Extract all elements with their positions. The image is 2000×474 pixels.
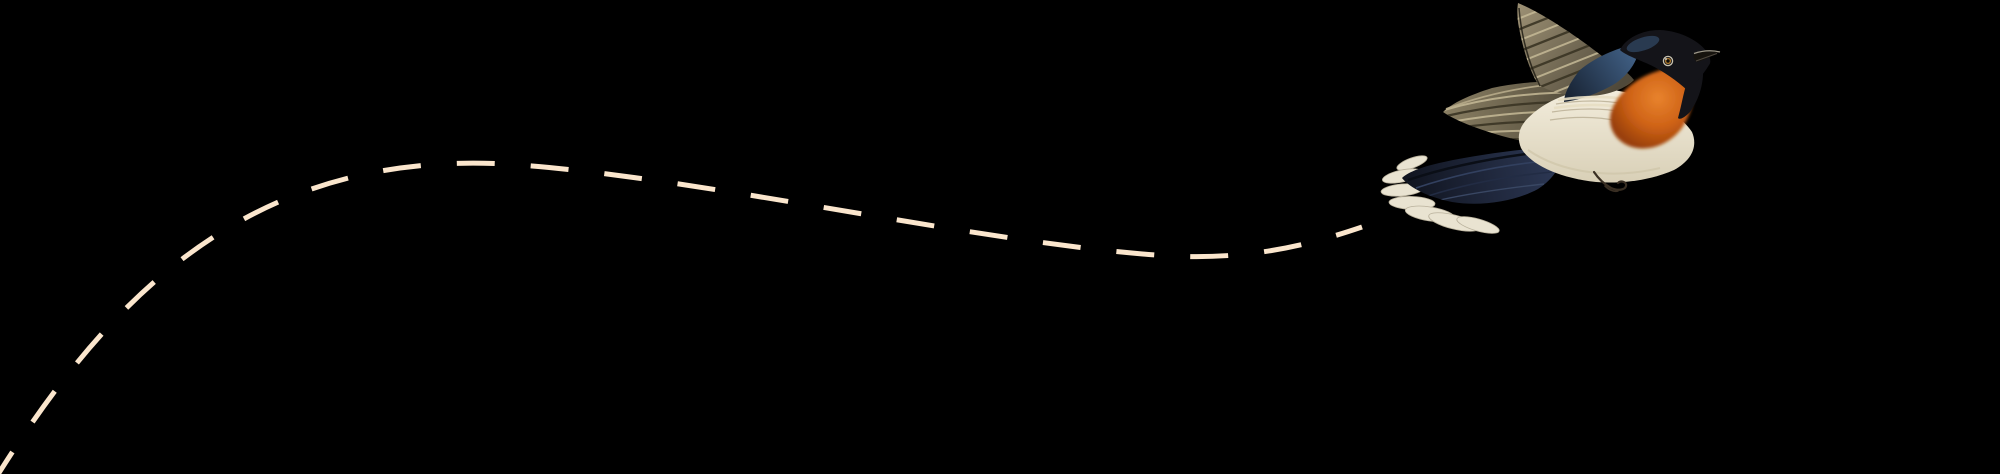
swallow-bird-illustration	[1380, 3, 1721, 234]
bird-breast	[1610, 67, 1695, 149]
flight-path	[0, 160, 1363, 474]
bird-crown-sheen	[1626, 35, 1660, 53]
beak-highlight	[1693, 50, 1721, 55]
bird-foot	[1592, 170, 1628, 193]
near-wing-trailing-edge	[1518, 7, 1541, 87]
bird-beak	[1693, 50, 1721, 62]
bird-back-band	[1564, 44, 1639, 102]
bird-eye	[1661, 54, 1675, 68]
beak-mouth-line	[1695, 53, 1718, 62]
